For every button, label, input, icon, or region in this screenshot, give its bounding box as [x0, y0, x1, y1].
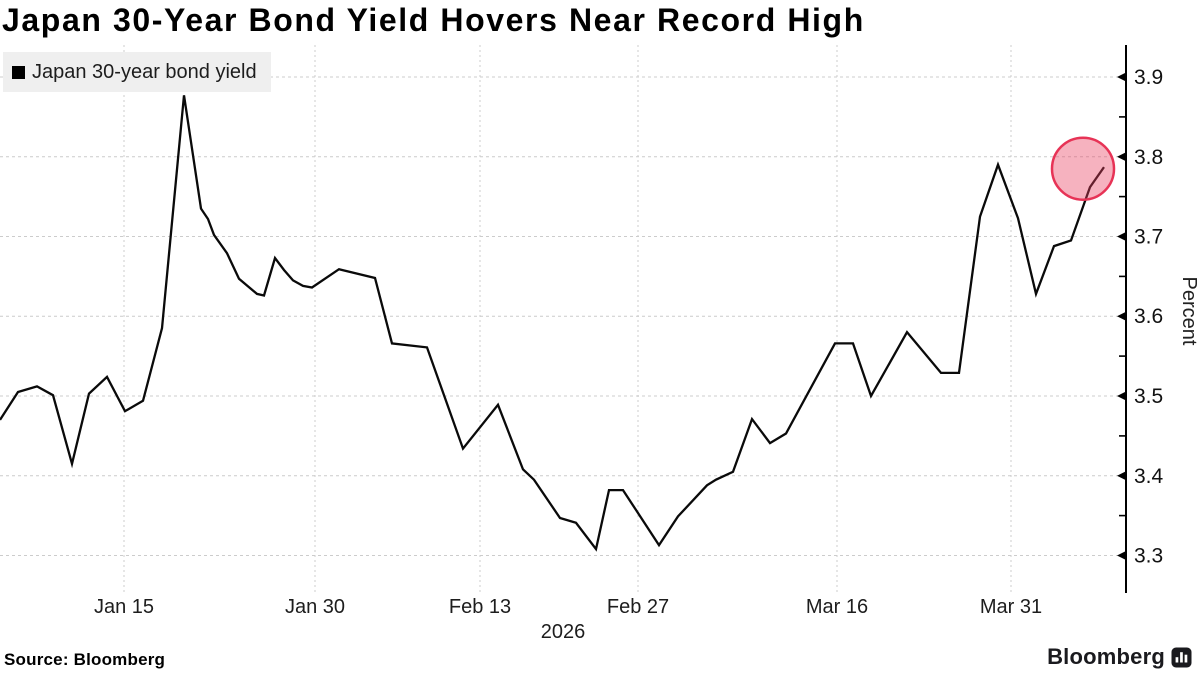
y-major-tick-arrow: [1117, 231, 1127, 242]
y-major-tick-arrow: [1117, 311, 1127, 322]
y-tick-label: 3.4: [1134, 465, 1164, 488]
y-major-tick-arrow: [1117, 72, 1127, 82]
y-tick-label: 3.7: [1134, 226, 1163, 249]
source-note: Source: Bloomberg: [4, 650, 166, 669]
y-major-tick-arrow: [1117, 550, 1127, 561]
x-tick-label: Feb 27: [607, 596, 669, 618]
y-tick-label: 3.3: [1134, 545, 1163, 568]
y-major-tick-arrow: [1117, 391, 1127, 401]
y-major-tick-arrow: [1117, 470, 1127, 481]
y-tick-label: 3.6: [1134, 305, 1163, 328]
bloomberg-logo-text: Bloomberg: [1047, 644, 1165, 669]
x-axis-year: 2026: [541, 621, 586, 643]
y-tick-label: 3.5: [1134, 385, 1163, 408]
bloomberg-chart-icon: [1171, 647, 1192, 667]
x-tick-label: Feb 13: [449, 596, 511, 618]
y-tick-label: 3.9: [1134, 66, 1163, 89]
x-tick-label: Jan 15: [94, 596, 154, 618]
legend: Japan 30-year bond yield: [3, 52, 271, 92]
y-tick-label: 3.8: [1134, 146, 1163, 169]
legend-label: Japan 30-year bond yield: [32, 60, 257, 83]
legend-swatch-icon: [12, 65, 25, 79]
x-tick-label: Jan 30: [285, 596, 345, 618]
y-major-tick-arrow: [1117, 151, 1127, 162]
x-tick-label: Mar 16: [806, 596, 868, 618]
x-tick-label: Mar 31: [980, 596, 1042, 618]
chart-title: Japan 30-Year Bond Yield Hovers Near Rec…: [2, 2, 865, 38]
latest-point-highlight: [1050, 136, 1116, 201]
bond-yield-line: [0, 95, 1105, 552]
y-axis-title: Percent: [1178, 277, 1200, 346]
bloomberg-logo: Bloomberg: [1047, 644, 1192, 670]
